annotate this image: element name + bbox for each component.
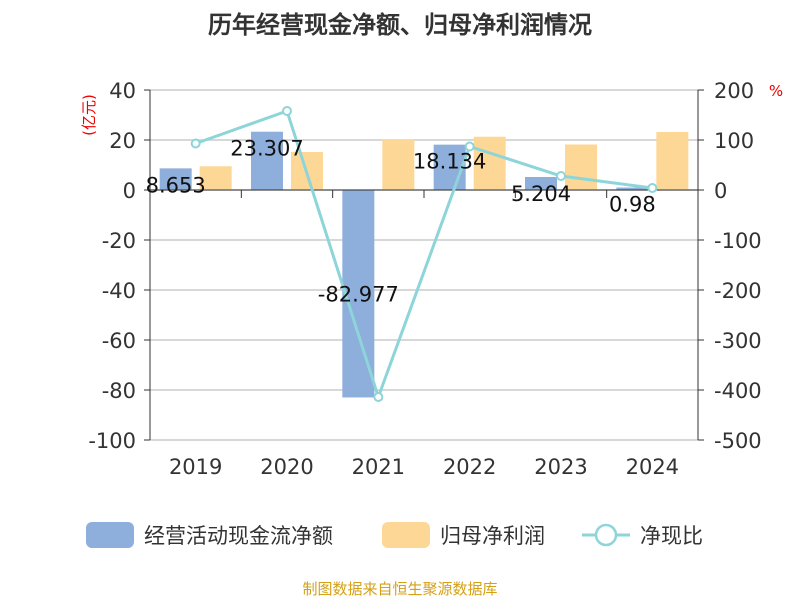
legend-swatch-net-profit xyxy=(382,522,430,548)
legend-swatch-cash-flow xyxy=(86,522,134,548)
left-tick-label: -80 xyxy=(102,379,136,403)
cash-flow-bar xyxy=(159,168,192,190)
right-tick-label: -500 xyxy=(714,429,762,453)
net-profit-bar xyxy=(565,144,597,190)
chart-title: 历年经营现金净额、归母净利润情况 xyxy=(208,11,592,39)
ratio-point xyxy=(647,183,658,193)
cash-flow-bar xyxy=(251,131,283,190)
left-tick-label: 0 xyxy=(123,179,136,203)
net-profit-bar xyxy=(382,139,415,190)
x-tick-label: 2020 xyxy=(260,455,313,479)
right-tick-label: -100 xyxy=(714,229,762,253)
cash-flow-data-label: -82.977 xyxy=(318,283,399,307)
right-tick-label: -200 xyxy=(714,279,762,303)
left-tick-label: 40 xyxy=(109,79,136,103)
ratio-point xyxy=(464,141,475,152)
net-profit-bar xyxy=(199,166,232,190)
left-tick-label: -20 xyxy=(102,229,136,253)
ratio-point xyxy=(373,392,384,402)
legend-marker-ratio xyxy=(594,523,618,547)
footer-source: 制图数据来自恒生聚源数据库 xyxy=(302,580,497,598)
cash-flow-data-label: 5.204 xyxy=(511,182,571,206)
left-tick-label: 20 xyxy=(109,129,136,153)
cash-flow-data-label: 0.98 xyxy=(609,193,656,217)
right-tick-label: 100 xyxy=(714,129,754,153)
right-tick-label: -300 xyxy=(714,329,762,353)
x-tick-label: 2023 xyxy=(534,455,587,479)
x-tick-label: 2021 xyxy=(352,455,405,479)
net-profit-bar xyxy=(473,136,506,190)
right-tick-label: 200 xyxy=(714,79,754,103)
x-tick-label: 2022 xyxy=(443,455,496,479)
right-tick-label: 0 xyxy=(714,179,727,203)
left-tick-label: -100 xyxy=(88,429,136,453)
ratio-line xyxy=(195,109,653,402)
x-tick-label: 2019 xyxy=(169,455,222,479)
cash-flow-data-label: 18.134 xyxy=(413,150,486,174)
legend-label-ratio: 净现比 xyxy=(640,524,703,548)
left-tick-label: -60 xyxy=(102,329,136,353)
cash-flow-data-label: 23.307 xyxy=(230,137,303,161)
legend-label-cash-flow: 经营活动现金流净额 xyxy=(144,524,333,548)
cash-flow-bar xyxy=(525,176,557,190)
cash-flow-bar xyxy=(616,187,649,190)
left-tick-label: -40 xyxy=(102,279,136,303)
ratio-point xyxy=(556,171,566,181)
right-axis-unit: % xyxy=(769,82,783,100)
x-tick-label: 2024 xyxy=(626,455,679,479)
net-profit-bar xyxy=(656,132,689,190)
cash-flow-data-label: 8.653 xyxy=(146,173,206,197)
ratio-point xyxy=(282,106,292,116)
legend-label-net-profit: 归母净利润 xyxy=(440,524,545,548)
right-tick-label: -400 xyxy=(714,379,762,403)
left-axis-unit: (亿元) xyxy=(80,94,98,136)
ratio-point xyxy=(190,138,201,149)
cash-flow-bar xyxy=(433,144,466,190)
